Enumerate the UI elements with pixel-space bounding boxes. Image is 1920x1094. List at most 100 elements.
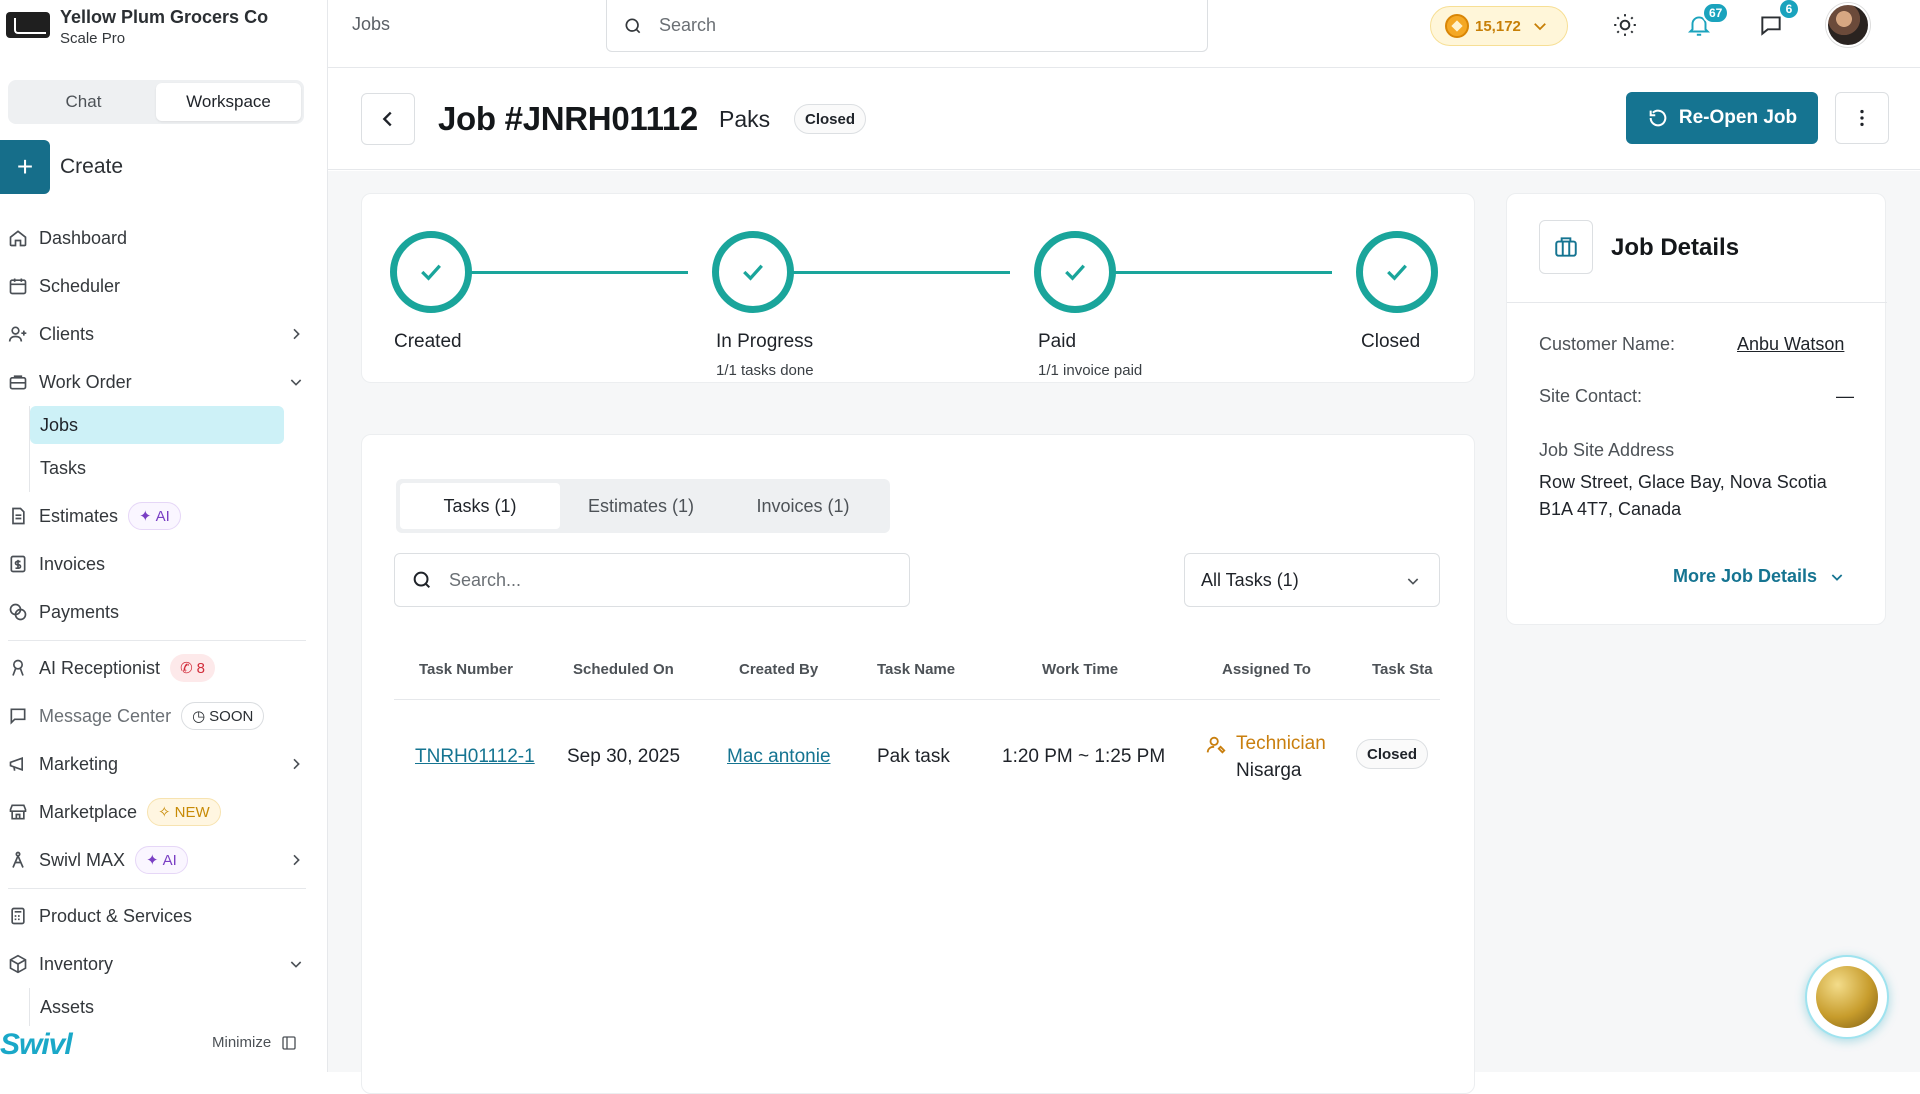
job-details-card: Job Details Customer Name: Anbu Watson S… bbox=[1506, 193, 1887, 625]
sidebar-item-label: Swivl MAX bbox=[39, 849, 126, 870]
notifications-bell-icon[interactable] bbox=[1686, 12, 1712, 38]
calculator-icon bbox=[11, 907, 25, 925]
sidebar-item-label: Scheduler bbox=[39, 275, 121, 296]
sidebar-item-scheduler[interactable]: Scheduler bbox=[0, 266, 328, 306]
column-header[interactable]: Task Sta bbox=[1372, 661, 1433, 678]
job-status-badge: Closed bbox=[794, 104, 867, 134]
sidebar-item-estimates[interactable]: Estimates ✦ AI bbox=[0, 496, 328, 536]
receptionist-icon bbox=[12, 659, 24, 676]
ai-badge: ✦ AI bbox=[128, 502, 181, 530]
minimize-button[interactable]: Minimize bbox=[212, 1034, 297, 1051]
customer-name-link[interactable]: Anbu Watson bbox=[1737, 334, 1845, 354]
search-icon bbox=[625, 18, 641, 33]
step-label: Closed bbox=[1361, 331, 1421, 352]
sidebar-item-label: Dashboard bbox=[39, 227, 128, 248]
sidebar-divider bbox=[8, 640, 306, 641]
mode-chat-tab[interactable]: Chat bbox=[65, 92, 102, 111]
create-label: Create bbox=[60, 155, 124, 178]
assignee-name: Nisarga bbox=[1236, 760, 1302, 781]
phone-icon: ✆ bbox=[180, 660, 193, 677]
column-header[interactable]: Task Name bbox=[877, 661, 956, 678]
ai-assistant-button[interactable] bbox=[1805, 955, 1889, 1039]
minimize-label: Minimize bbox=[212, 1034, 272, 1051]
task-search-placeholder: Search... bbox=[449, 569, 522, 590]
breadcrumb[interactable]: Jobs bbox=[352, 14, 391, 34]
sidebar-item-jobs[interactable]: Jobs bbox=[30, 406, 284, 444]
task-search-input[interactable]: Search... bbox=[394, 553, 910, 607]
job-site-address-line2: B1A 4T7, Canada bbox=[1539, 499, 1682, 519]
step-label: Paid bbox=[1038, 331, 1077, 352]
task-number-link[interactable]: TNRH01112-1 bbox=[415, 746, 535, 767]
sidebar-item-products[interactable]: Product & Services bbox=[0, 896, 328, 936]
sidebar-item-work-order[interactable]: Work Order bbox=[0, 362, 328, 402]
sidebar-item-assets[interactable]: Assets bbox=[40, 996, 95, 1017]
kebab-menu-icon bbox=[1860, 109, 1864, 127]
column-header[interactable]: Work Time bbox=[1042, 661, 1119, 678]
sidebar-item-dashboard[interactable]: Dashboard bbox=[0, 218, 328, 258]
more-actions-button[interactable] bbox=[1835, 92, 1889, 144]
reopen-job-button[interactable]: Re-Open Job bbox=[1626, 92, 1818, 144]
step-in-progress bbox=[712, 231, 794, 313]
user-plus-icon bbox=[8, 326, 27, 342]
sidebar-item-marketing[interactable]: Marketing bbox=[0, 744, 328, 784]
mode-workspace-tab[interactable]: Workspace bbox=[156, 83, 301, 121]
back-button[interactable] bbox=[361, 93, 415, 145]
step-sublabel: 1/1 invoice paid bbox=[1038, 362, 1143, 379]
reopen-job-label: Re-Open Job bbox=[1678, 107, 1798, 128]
calendar-icon bbox=[9, 278, 27, 295]
sidebar-item-tasks[interactable]: Tasks bbox=[40, 457, 87, 478]
mode-switch: Chat Workspace bbox=[8, 80, 304, 124]
sidebar-toggle-icon bbox=[282, 1035, 296, 1050]
sidebar-item-label: Payments bbox=[39, 601, 120, 622]
task-filter-select[interactable]: All Tasks (1) bbox=[1184, 553, 1440, 607]
job-client-name: Paks bbox=[719, 106, 771, 132]
sidebar-item-swivl-max[interactable]: Swivl MAX ✦ AI bbox=[0, 840, 328, 880]
user-avatar[interactable] bbox=[1826, 3, 1870, 47]
column-header[interactable]: Task Number bbox=[419, 661, 513, 678]
sidebar-item-invoices[interactable]: Invoices bbox=[0, 544, 328, 584]
chevron-right-icon bbox=[293, 328, 300, 340]
new-badge-label: NEW bbox=[174, 803, 210, 821]
tab-invoices[interactable]: Invoices (1) bbox=[756, 495, 850, 516]
plus-icon: + bbox=[0, 140, 50, 194]
task-filter-value: All Tasks (1) bbox=[1201, 569, 1299, 590]
global-search-placeholder: Search bbox=[659, 15, 717, 35]
org-switcher[interactable]: Yellow Plum Grocers Co Scale Pro bbox=[6, 6, 268, 48]
message-icon bbox=[10, 708, 26, 725]
tab-estimates[interactable]: Estimates (1) bbox=[587, 495, 695, 516]
sidebar-item-marketplace[interactable]: Marketplace ✧ NEW bbox=[0, 792, 328, 832]
global-search-input[interactable]: Search bbox=[606, 0, 1208, 52]
customer-name-label: Customer Name: bbox=[1539, 334, 1676, 354]
column-header[interactable]: Assigned To bbox=[1222, 661, 1311, 678]
sidebar-item-message-center[interactable]: Message Center ◷ SOON bbox=[0, 696, 328, 736]
submenu-guide bbox=[29, 988, 30, 1026]
theme-toggle-sun-icon[interactable] bbox=[1612, 12, 1638, 38]
tab-tasks[interactable]: Tasks (1) bbox=[400, 483, 560, 529]
job-details-title: Job Details bbox=[1611, 234, 1740, 261]
more-job-details-button[interactable]: More Job Details bbox=[1673, 566, 1845, 587]
progress-connector bbox=[468, 271, 688, 274]
megaphone-icon bbox=[9, 756, 23, 772]
column-header[interactable]: Created By bbox=[739, 661, 819, 678]
calls-badge-count: 8 bbox=[196, 659, 205, 677]
search-icon bbox=[413, 571, 431, 589]
org-name: Yellow Plum Grocers Co bbox=[60, 7, 269, 27]
job-details-divider bbox=[1507, 302, 1887, 303]
sidebar-item-clients[interactable]: Clients bbox=[0, 314, 328, 354]
task-created-by-link[interactable]: Mac antonie bbox=[727, 746, 831, 767]
sidebar-item-ai-receptionist[interactable]: AI Receptionist ✆ 8 bbox=[0, 648, 328, 688]
sparkle-icon: ✧ bbox=[158, 804, 171, 821]
chevron-down-icon bbox=[1534, 23, 1546, 31]
credits-dropdown[interactable]: 15,172 bbox=[1430, 6, 1568, 46]
chat-bubble-icon[interactable] bbox=[1758, 12, 1784, 38]
sidebar-item-payments[interactable]: Payments bbox=[0, 592, 328, 632]
document-icon bbox=[12, 507, 25, 525]
create-button[interactable]: + Create bbox=[0, 140, 123, 194]
step-sublabel: 1/1 tasks done bbox=[716, 362, 814, 379]
column-header[interactable]: Scheduled On bbox=[573, 661, 674, 678]
messages-count-badge: 6 bbox=[1778, 0, 1800, 20]
ai-badge-label: AI bbox=[162, 851, 177, 869]
sidebar-item-inventory[interactable]: Inventory bbox=[0, 944, 328, 984]
step-closed bbox=[1356, 231, 1438, 313]
progress-connector bbox=[790, 271, 1010, 274]
